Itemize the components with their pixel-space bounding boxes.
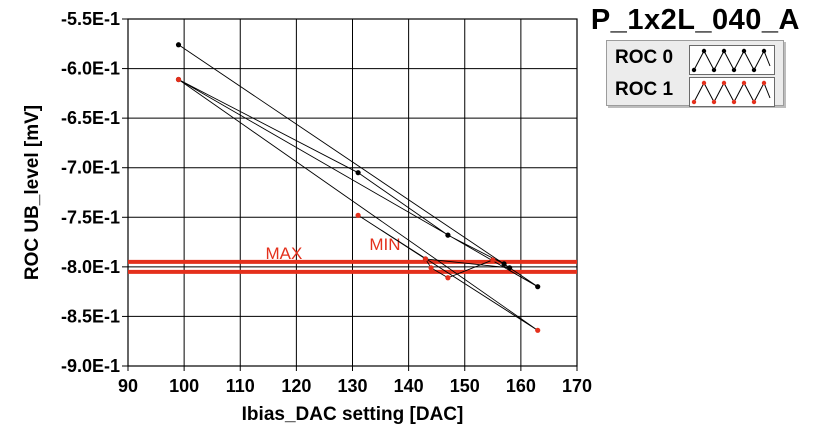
legend-label-roc-1: ROC 1 bbox=[615, 79, 674, 100]
data-point-roc-1 bbox=[445, 275, 451, 281]
y-tick-label: -6.0E-1 bbox=[61, 59, 120, 79]
data-point-roc-0 bbox=[355, 170, 361, 176]
y-tick-label: -5.5E-1 bbox=[61, 9, 120, 29]
data-point-roc-0 bbox=[535, 284, 541, 290]
x-tick-label: 110 bbox=[226, 376, 255, 396]
plot-frame bbox=[127, 18, 578, 367]
limit-label-max: MAX bbox=[266, 244, 303, 263]
y-axis-label: ROC UB_level [mV] bbox=[22, 105, 43, 280]
data-point-roc-1 bbox=[490, 257, 496, 263]
legend-item-roc-0: ROC 0 bbox=[607, 43, 783, 75]
x-tick-label: 100 bbox=[169, 376, 199, 396]
data-point-roc-0 bbox=[501, 261, 507, 267]
x-tick-label: 120 bbox=[281, 376, 311, 396]
data-point-roc-1 bbox=[535, 327, 541, 333]
data-point-roc-0 bbox=[507, 265, 513, 271]
legend-item-roc-1: ROC 1 bbox=[607, 75, 783, 107]
y-tick-label: -9.0E-1 bbox=[61, 356, 120, 376]
legend: ROC 0 ROC 1 bbox=[606, 40, 784, 107]
legend-label-roc-0: ROC 0 bbox=[615, 47, 674, 68]
y-tick-label: -8.0E-1 bbox=[61, 257, 120, 277]
data-point-roc-1 bbox=[422, 256, 429, 262]
x-tick-label: 150 bbox=[450, 376, 480, 396]
x-tick-label: 140 bbox=[394, 376, 424, 396]
limit-label-min: MIN bbox=[369, 235, 400, 254]
data-point-roc-1 bbox=[428, 265, 434, 271]
legend-swatch-roc-0 bbox=[689, 45, 775, 75]
data-point-roc-0 bbox=[445, 232, 451, 238]
x-tick-label: 90 bbox=[118, 376, 138, 396]
x-axis-label: Ibias_DAC setting [DAC] bbox=[242, 404, 464, 425]
x-tick-label: 160 bbox=[506, 376, 536, 396]
legend-line-roc-1 bbox=[691, 80, 771, 105]
y-tick-label: -7.5E-1 bbox=[61, 207, 120, 227]
chart-title: P_1x2L_040_A bbox=[590, 4, 800, 36]
data-point-roc-1 bbox=[175, 76, 182, 83]
legend-line-roc-0 bbox=[691, 48, 771, 73]
x-tick-label: 170 bbox=[562, 376, 592, 396]
data-point-roc-1 bbox=[355, 212, 361, 218]
x-tick-label: 130 bbox=[337, 376, 367, 396]
y-tick-label: -6.5E-1 bbox=[61, 108, 120, 128]
y-tick-label: -8.5E-1 bbox=[61, 306, 120, 326]
y-tick-label: -7.0E-1 bbox=[61, 158, 120, 178]
data-point-roc-0 bbox=[175, 42, 182, 48]
legend-swatch-roc-1 bbox=[689, 77, 775, 107]
